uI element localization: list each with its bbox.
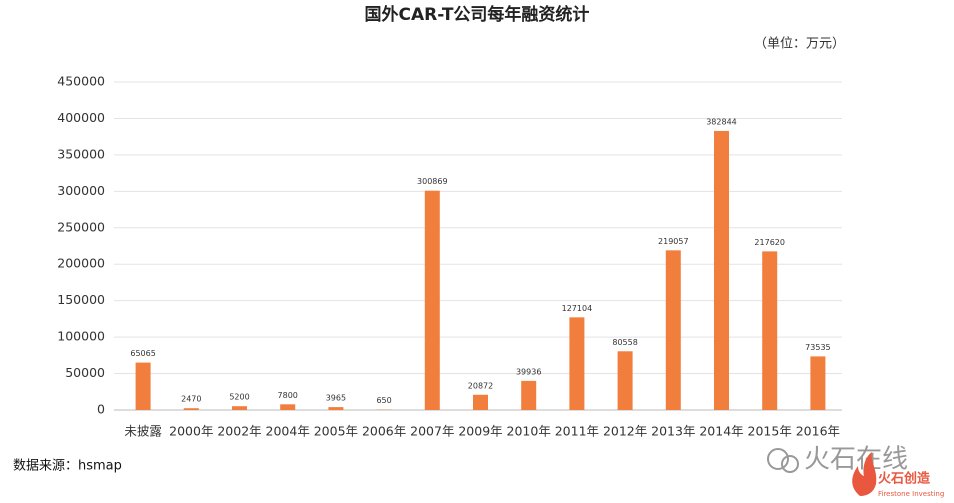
x-tick-label: 2010年 (507, 424, 551, 439)
y-tick-label: 300000 (57, 183, 105, 198)
y-tick-label: 100000 (57, 329, 105, 344)
x-tick-label: 2013年 (651, 424, 695, 439)
y-tick-label: 400000 (57, 110, 105, 125)
x-tick-label: 未披露 (124, 424, 162, 439)
value-label: 39936 (516, 367, 541, 376)
x-tick-label: 2014年 (699, 424, 743, 439)
value-label: 20872 (468, 381, 493, 390)
value-label: 3965 (326, 394, 346, 403)
watermark: 火石在线 火石创造 Firestone Investing (767, 445, 944, 498)
x-tick-label: 2009年 (458, 424, 502, 439)
logo-flame (852, 452, 877, 496)
bar (569, 317, 585, 410)
value-label: 219057 (658, 237, 689, 246)
y-tick-label: 200000 (57, 256, 105, 271)
y-tick-label: 0 (97, 402, 105, 417)
x-tick-label: 2000年 (169, 424, 213, 439)
chart-title: 国外CAR-T公司每年融资统计 (365, 4, 590, 25)
value-label: 65065 (130, 349, 155, 358)
x-tick-label: 2006年 (362, 424, 406, 439)
x-tick-label: 2015年 (748, 424, 792, 439)
value-label: 73535 (805, 343, 830, 352)
y-tick-label: 50000 (65, 365, 105, 380)
bar (665, 250, 681, 410)
logo-subtext: Firestone Investing (878, 490, 944, 498)
value-label: 300869 (417, 177, 448, 186)
bar (714, 130, 729, 410)
x-tick-label: 2012年 (603, 424, 647, 439)
bar (521, 380, 537, 410)
wechat-icon (781, 455, 799, 473)
x-tick-label: 2016年 (796, 424, 840, 439)
bar (232, 406, 247, 410)
bar (473, 394, 488, 410)
value-label: 2470 (181, 395, 201, 404)
value-label: 5200 (229, 393, 249, 402)
source-note: 数据来源：hsmap (13, 459, 122, 474)
unit-note: （单位：万元） (754, 37, 845, 52)
bar (762, 251, 778, 410)
value-label: 127104 (562, 304, 593, 313)
value-label: 217620 (754, 238, 785, 247)
y-tick-label: 150000 (57, 292, 105, 307)
x-tick-label: 2005年 (314, 424, 358, 439)
logo-text: 火石创造 (878, 471, 931, 487)
bar (135, 362, 151, 410)
x-tick-label: 2002年 (217, 424, 261, 439)
bar (280, 404, 296, 410)
value-label: 382844 (706, 117, 737, 126)
x-tick-label: 2007年 (410, 424, 454, 439)
y-tick-label: 350000 (57, 146, 105, 161)
value-label: 80558 (612, 338, 637, 347)
y-tick-label: 250000 (57, 219, 105, 234)
bar (183, 408, 199, 410)
wechat-icon (767, 448, 789, 470)
bar (424, 190, 440, 410)
bar (617, 351, 633, 410)
x-tick-label: 2004年 (266, 424, 310, 439)
bar (810, 356, 826, 410)
x-tick-label: 2011年 (555, 424, 599, 439)
y-tick-label: 450000 (57, 74, 105, 89)
value-label: 650 (376, 396, 391, 405)
bar (328, 407, 344, 410)
value-label: 7800 (278, 391, 298, 400)
